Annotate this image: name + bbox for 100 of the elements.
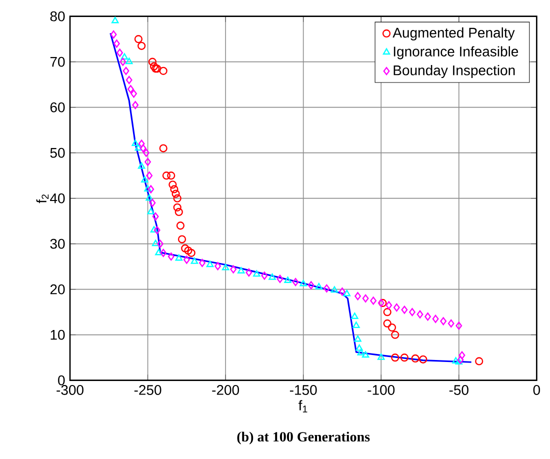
point bbox=[308, 281, 314, 290]
point bbox=[246, 268, 252, 277]
point bbox=[362, 294, 369, 302]
point bbox=[206, 260, 214, 268]
y-tick-label: 10 bbox=[50, 330, 65, 340]
point bbox=[151, 64, 160, 73]
y-tick-label: 20 bbox=[50, 284, 65, 294]
point bbox=[172, 190, 180, 198]
point bbox=[113, 40, 120, 48]
point bbox=[153, 64, 162, 73]
point bbox=[143, 148, 150, 157]
y-tick-label: 0 bbox=[58, 375, 65, 386]
point bbox=[456, 322, 462, 330]
point bbox=[162, 172, 171, 180]
text: (b) at 100 Generations bbox=[237, 432, 370, 444]
y-tick-label: 50 bbox=[50, 148, 65, 158]
point bbox=[152, 240, 160, 246]
point bbox=[268, 273, 276, 280]
point bbox=[175, 254, 182, 261]
point bbox=[253, 270, 260, 277]
point bbox=[159, 66, 168, 75]
point bbox=[168, 252, 174, 261]
point bbox=[419, 355, 428, 364]
legend-label: Ignorance Infeasible bbox=[394, 46, 518, 60]
point bbox=[127, 85, 134, 94]
point bbox=[144, 185, 152, 192]
point bbox=[455, 358, 462, 364]
point bbox=[141, 176, 148, 182]
y-tick-label: 70 bbox=[50, 56, 65, 67]
point bbox=[391, 354, 400, 362]
y-tick-label: 40 bbox=[50, 193, 65, 204]
legend-label: Bounday Inspection bbox=[394, 65, 515, 78]
point bbox=[378, 354, 385, 360]
point bbox=[352, 322, 360, 328]
point bbox=[150, 226, 158, 233]
point bbox=[178, 235, 186, 244]
point bbox=[401, 306, 408, 314]
point bbox=[132, 140, 139, 146]
point bbox=[170, 185, 178, 194]
y-axis-title: f$_{2}$ bbox=[36, 194, 49, 204]
point bbox=[173, 194, 182, 202]
point bbox=[230, 265, 237, 274]
point bbox=[330, 286, 338, 293]
point bbox=[383, 319, 392, 328]
point bbox=[183, 256, 190, 264]
y-tick-label: 80 bbox=[50, 11, 65, 22]
point bbox=[147, 208, 154, 214]
point bbox=[152, 212, 159, 221]
point bbox=[112, 16, 119, 24]
point bbox=[168, 180, 177, 189]
point bbox=[157, 240, 164, 248]
point bbox=[154, 226, 160, 234]
point bbox=[457, 356, 464, 364]
point bbox=[383, 308, 392, 316]
x-tick-label: -100 bbox=[368, 385, 395, 395]
x-tick-label: -50 bbox=[449, 385, 468, 395]
point bbox=[148, 58, 157, 66]
point bbox=[132, 100, 139, 110]
point bbox=[174, 208, 183, 216]
point bbox=[138, 162, 146, 169]
point bbox=[448, 319, 454, 328]
point bbox=[378, 298, 384, 308]
point bbox=[343, 290, 350, 296]
point bbox=[475, 357, 484, 366]
point bbox=[160, 248, 167, 257]
point bbox=[292, 278, 299, 286]
point bbox=[126, 76, 132, 84]
point bbox=[357, 348, 364, 356]
point bbox=[386, 301, 392, 310]
point bbox=[116, 48, 123, 57]
point bbox=[416, 310, 424, 318]
point bbox=[323, 284, 330, 292]
point bbox=[159, 144, 168, 152]
point bbox=[261, 272, 268, 280]
x-tick-label: 0 bbox=[533, 385, 540, 395]
point bbox=[138, 140, 145, 148]
point bbox=[391, 330, 400, 339]
point bbox=[354, 292, 361, 300]
point bbox=[137, 42, 146, 50]
point bbox=[370, 296, 377, 305]
point bbox=[181, 244, 190, 252]
point bbox=[144, 158, 151, 166]
point bbox=[339, 288, 346, 296]
point bbox=[388, 323, 396, 332]
point bbox=[176, 222, 185, 230]
point bbox=[146, 194, 153, 201]
point bbox=[199, 258, 206, 267]
point bbox=[440, 317, 447, 326]
point bbox=[222, 264, 230, 270]
point bbox=[351, 312, 358, 319]
point bbox=[315, 282, 322, 290]
point bbox=[134, 35, 143, 44]
x-tick-label: -300 bbox=[56, 385, 84, 395]
point bbox=[409, 308, 416, 316]
x-tick-label: -250 bbox=[134, 385, 162, 395]
point bbox=[354, 335, 362, 342]
x-tick-label: -150 bbox=[290, 385, 317, 395]
point bbox=[400, 354, 409, 362]
point bbox=[167, 172, 176, 180]
point bbox=[276, 274, 284, 283]
